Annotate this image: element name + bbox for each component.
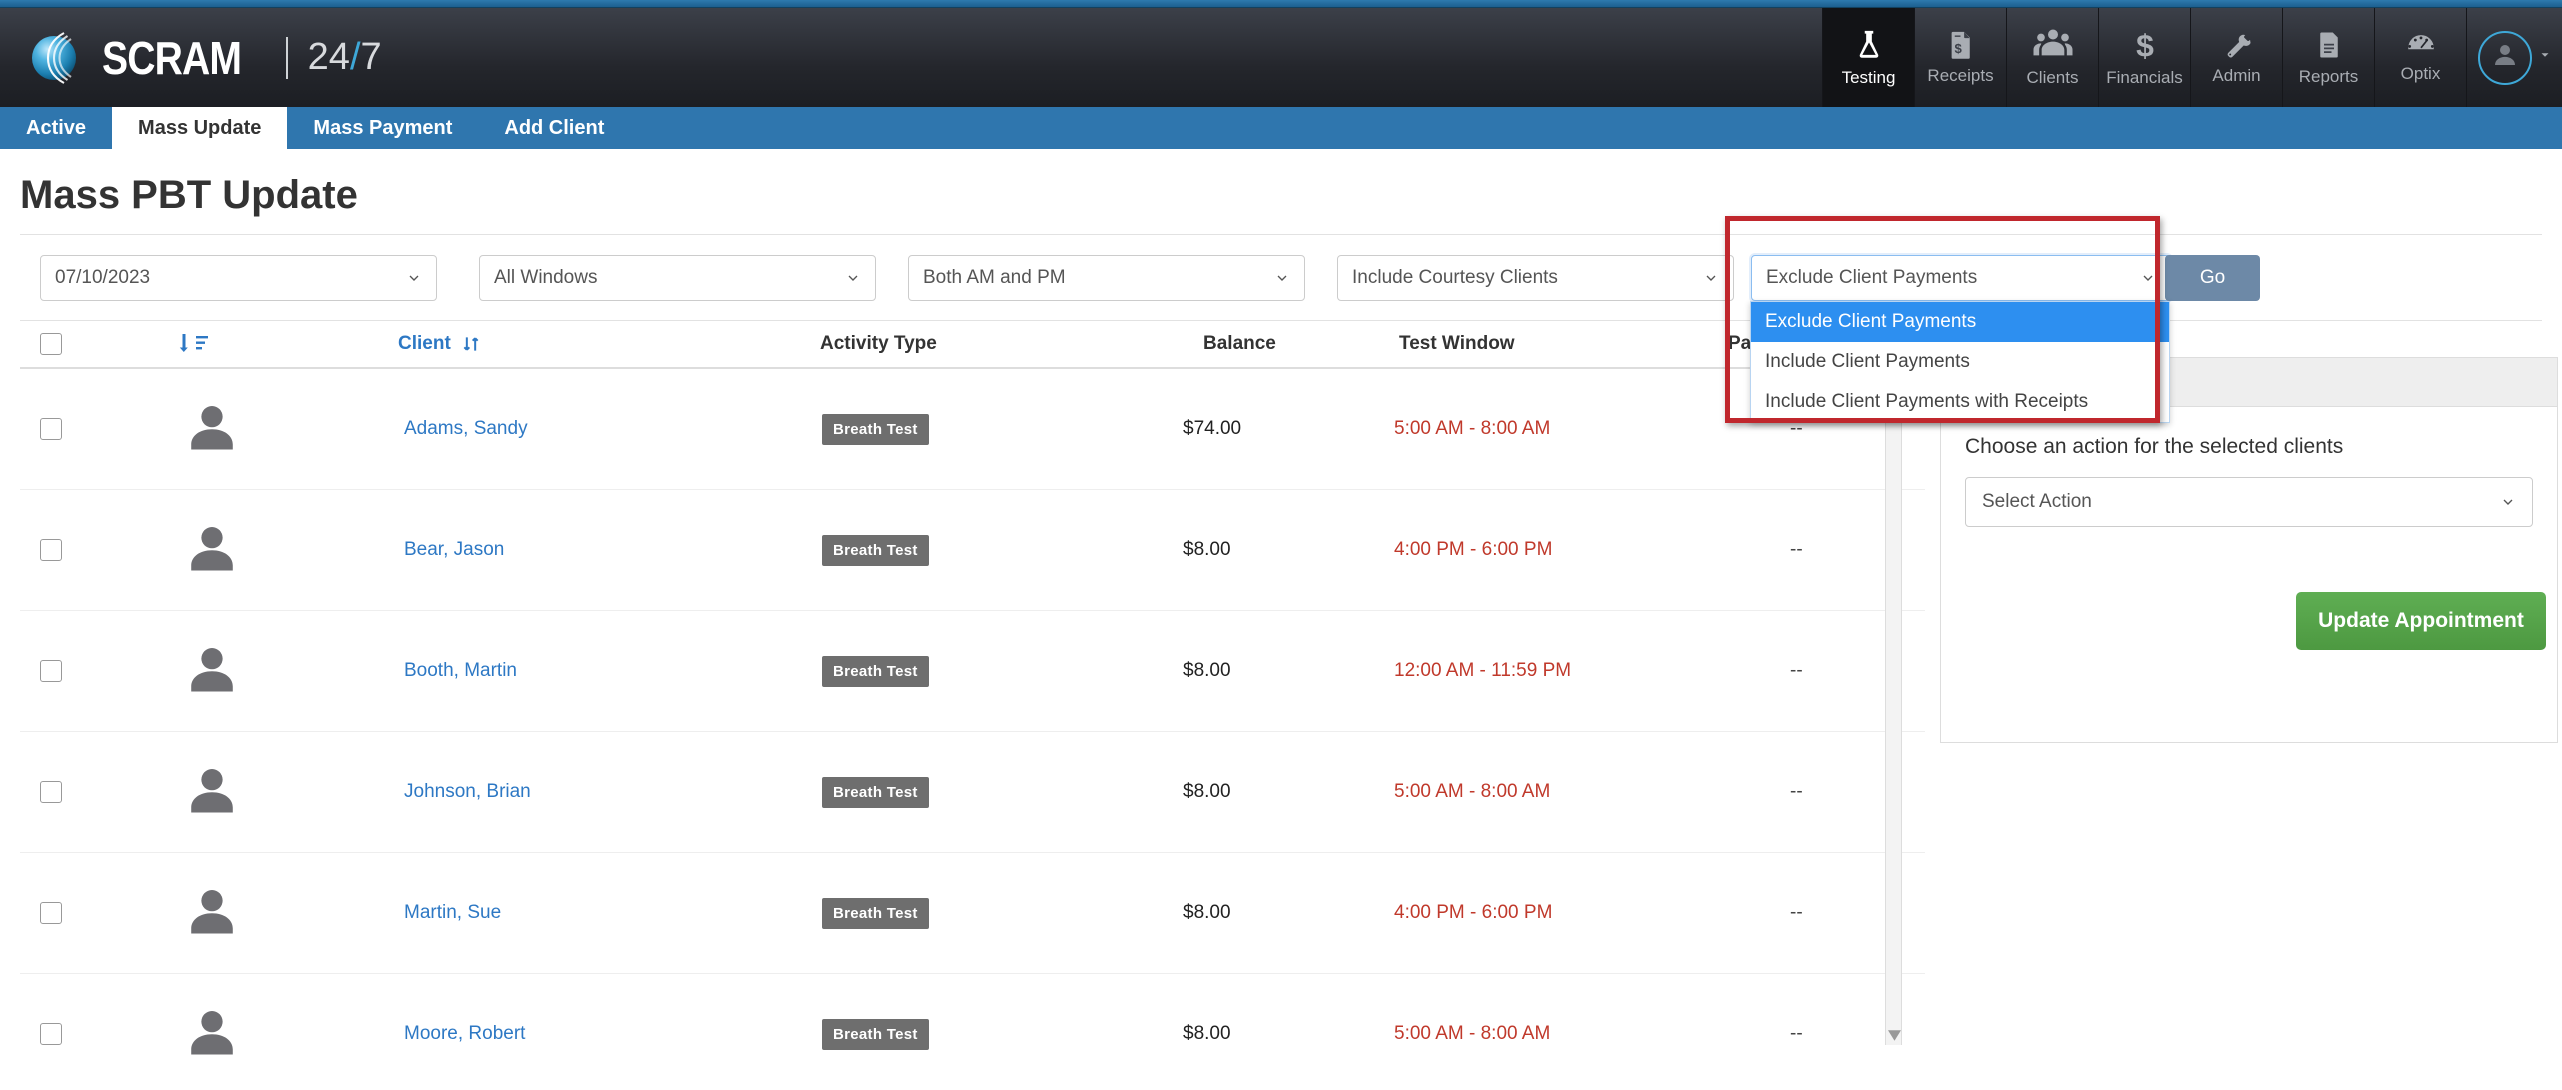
svg-text:$: $	[1954, 40, 1962, 55]
svg-text:$: $	[2136, 28, 2154, 62]
